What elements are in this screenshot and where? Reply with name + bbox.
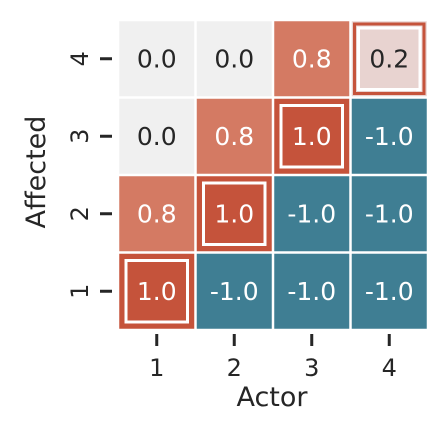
x-tick-label: 2: [227, 354, 242, 382]
heatmap-cell-fill: [119, 21, 195, 97]
heatmap-cell: 0.8: [119, 176, 195, 252]
heatmap-cell-label: -1.0: [365, 122, 414, 151]
heatmap-cell-label: 0.0: [137, 44, 177, 73]
y-axis-label: Affected: [21, 116, 52, 229]
heatmap-cell: -1.0: [274, 176, 350, 252]
highlight-outline: [120, 255, 193, 328]
highlight-outline: [275, 100, 348, 173]
heatmap-cell-fill: [196, 253, 272, 329]
heatmap-cell-fill: [274, 176, 350, 252]
heatmap-cell-fill: [351, 21, 427, 97]
heatmap-cell-label: 0.8: [137, 199, 177, 228]
y-tick-label: 1: [66, 284, 94, 299]
y-tick-label: 3: [66, 129, 94, 144]
heatmap-cell: 1.0: [196, 176, 272, 252]
highlight-inner-outline: [357, 26, 422, 91]
heatmap-cell-label: 0.0: [137, 122, 177, 151]
highlight-inner-outline: [279, 104, 344, 169]
heatmap-cell-fill: [351, 253, 427, 329]
heatmap-cell: 0.0: [119, 98, 195, 174]
heatmap-cell: -1.0: [196, 253, 272, 329]
heatmap-cell: 0.8: [196, 98, 272, 174]
heatmap-cell-label: -1.0: [365, 277, 414, 306]
heatmap-cell-label: 0.0: [214, 44, 254, 73]
highlight-inner-outline: [124, 259, 189, 324]
heatmap-cell-fill: [196, 98, 272, 174]
highlight-outline: [353, 22, 426, 95]
heatmap-cell-fill: [351, 176, 427, 252]
heatmap-cell: 0.0: [119, 21, 195, 97]
heatmap-cell-label: -1.0: [365, 199, 414, 228]
highlight-outline: [198, 177, 271, 250]
heatmap-cell: -1.0: [351, 253, 427, 329]
y-tick-label: 2: [66, 206, 94, 221]
heatmap-cell-fill: [119, 176, 195, 252]
heatmap-cell-fill: [196, 176, 272, 252]
heatmap-cell: 1.0: [119, 253, 195, 329]
heatmap-cell: 0.8: [274, 21, 350, 97]
heatmap-cell-fill: [351, 98, 427, 174]
heatmap-cell-fill: [274, 98, 350, 174]
heatmap-cell-fill: [119, 253, 195, 329]
heatmap-cell-label: 1.0: [137, 277, 177, 306]
heatmap-cell: -1.0: [274, 253, 350, 329]
heatmap-cell-fill: [119, 98, 195, 174]
x-axis-label: Actor: [236, 382, 308, 413]
heatmap-cell-label: 0.8: [214, 122, 254, 151]
axis-ticks: 1 2 3 4 4 3 2 1: [66, 51, 397, 382]
y-tick-label: 4: [66, 51, 94, 66]
heatmap-cell-label: 0.8: [292, 44, 332, 73]
heatmap-cell: -1.0: [351, 176, 427, 252]
heatmap-cell-label: -1.0: [287, 199, 336, 228]
heatmap-cell-label: 1.0: [214, 199, 254, 228]
heatmap-cell: -1.0: [351, 98, 427, 174]
x-tick-label: 4: [382, 354, 397, 382]
heatmap-cell-fill: [274, 21, 350, 97]
heatmap-cell-label: -1.0: [210, 277, 259, 306]
x-tick-label: 1: [149, 354, 164, 382]
heatmap-cell: 0.0: [196, 21, 272, 97]
x-tick-label: 3: [304, 354, 319, 382]
heatmap-cell-fill: [196, 21, 272, 97]
heatmap-cells: 0.0 0.0 0.8 0.2 0.0 0.8 1.0 -1.0 0.8 1.0 -1.0 -1.0 1…: [119, 21, 427, 329]
heatmap-cell-label: -1.0: [287, 277, 336, 306]
highlight-inner-outline: [202, 181, 267, 246]
heatmap-cell-fill: [274, 253, 350, 329]
heatmap-cell: 1.0: [274, 98, 350, 174]
heatmap-cell-label: 1.0: [292, 122, 332, 151]
heatmap-cell: 0.2: [351, 21, 427, 97]
heatmap-cell-label: 0.2: [369, 44, 409, 73]
